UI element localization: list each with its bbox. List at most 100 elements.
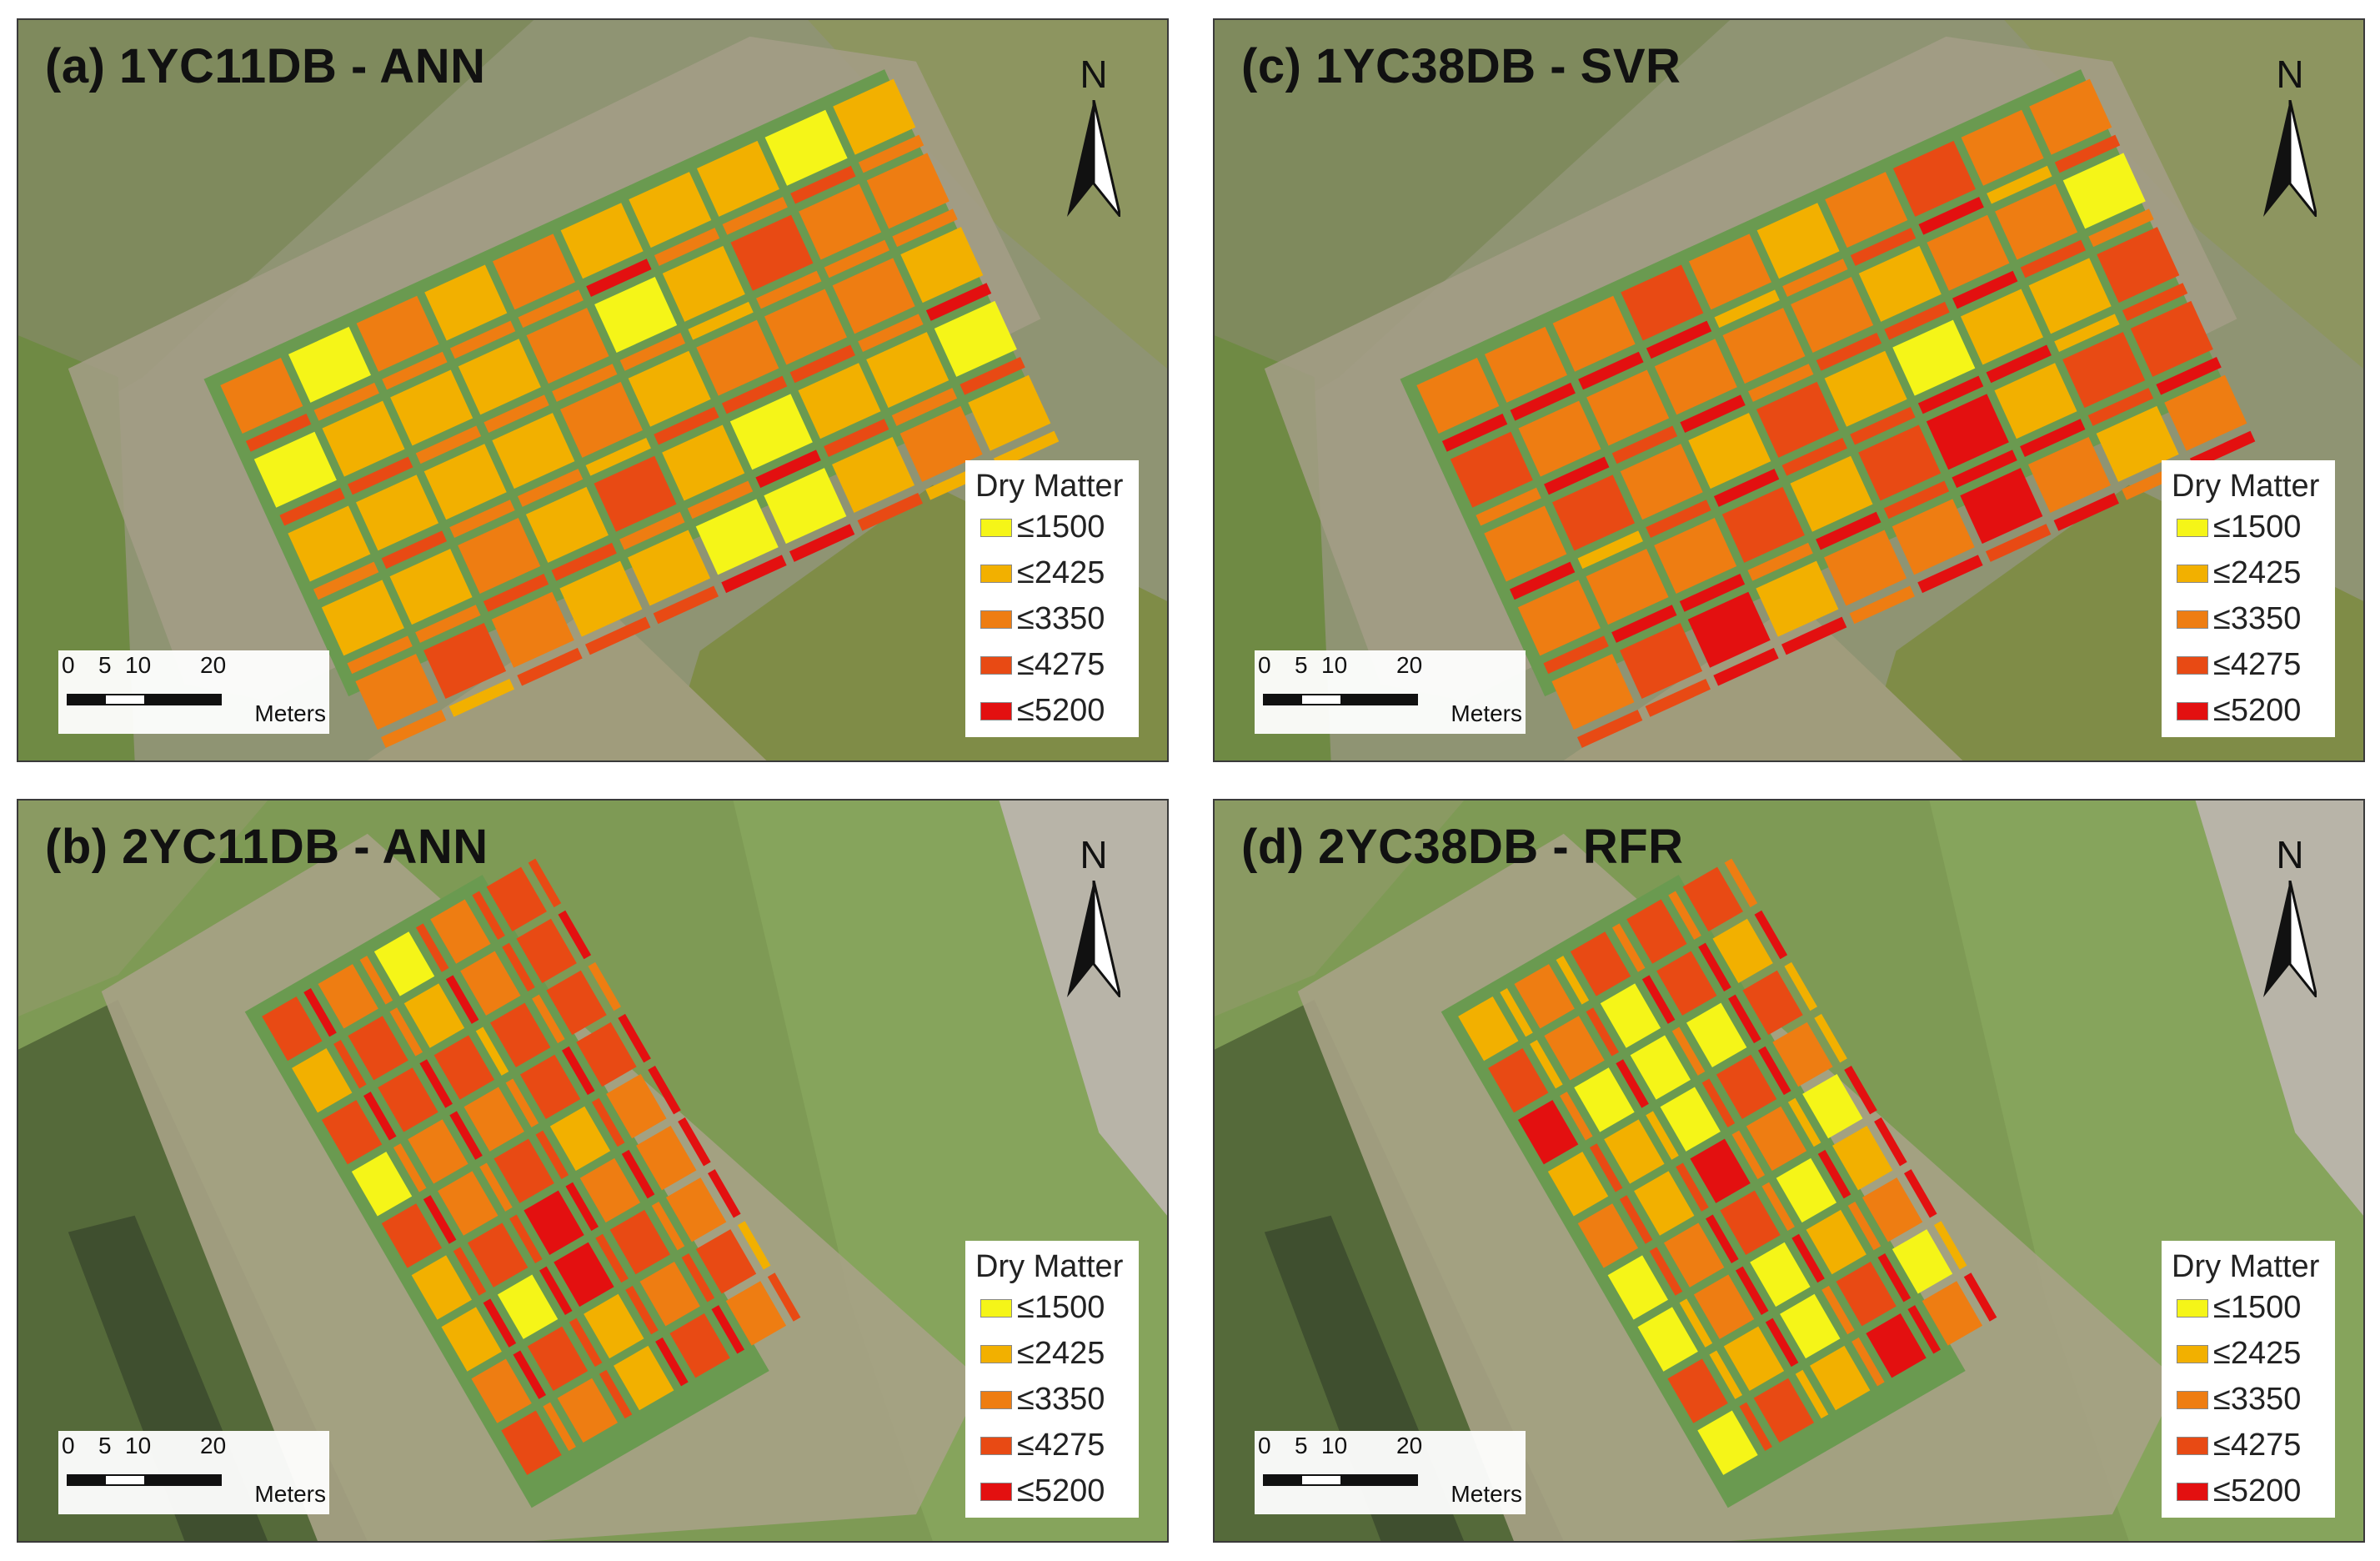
plot-strip bbox=[588, 961, 621, 1011]
plot-strip bbox=[279, 487, 345, 526]
plot-cell bbox=[1891, 1229, 1953, 1294]
plot-strip bbox=[824, 239, 890, 279]
plot-strip bbox=[737, 1221, 771, 1270]
plot-cell bbox=[832, 258, 915, 334]
plot-strip bbox=[245, 414, 312, 452]
plot-strip bbox=[1530, 1040, 1563, 1089]
plot-cell bbox=[594, 277, 678, 354]
scale-tick: 10 bbox=[125, 1433, 152, 1458]
plot-cell bbox=[1667, 1358, 1728, 1423]
plot-cell bbox=[424, 264, 508, 341]
plot-strip bbox=[380, 710, 447, 748]
plot-strip bbox=[1918, 196, 1984, 235]
plot-strip bbox=[618, 1013, 651, 1063]
plot-strip bbox=[892, 208, 958, 248]
plot-cell bbox=[1600, 983, 1661, 1048]
plot-cell bbox=[321, 1100, 383, 1165]
plot-strip bbox=[1441, 414, 1508, 452]
plot-cell bbox=[2097, 227, 2180, 304]
plot-strip bbox=[382, 351, 448, 390]
plot-cell bbox=[559, 381, 644, 458]
north-arrow: N bbox=[2248, 832, 2332, 999]
plot-cell bbox=[288, 326, 372, 403]
plot-strip bbox=[993, 430, 1060, 469]
plot-cell bbox=[696, 140, 779, 217]
plot-cell bbox=[2028, 437, 2112, 514]
plot-cell bbox=[1926, 394, 2009, 470]
plot-strip bbox=[453, 1247, 487, 1296]
plot-strip bbox=[1816, 511, 1881, 550]
plot-cell bbox=[2164, 374, 2247, 451]
plot-strip bbox=[1646, 320, 1712, 359]
legend-title: Dry Matter bbox=[2172, 1249, 2320, 1284]
plot-strip bbox=[1543, 635, 1609, 675]
plot-strip bbox=[1754, 910, 1788, 960]
plot-strip bbox=[1781, 437, 1847, 476]
plot-cell bbox=[1688, 413, 1771, 489]
plot-strip bbox=[721, 555, 787, 594]
plot-cell bbox=[1780, 1293, 1841, 1359]
plot-strip bbox=[891, 388, 958, 426]
plot-cell bbox=[321, 580, 404, 656]
plot-cell bbox=[1551, 654, 1635, 730]
legend-item: ≤4275 bbox=[972, 642, 1132, 688]
plot-strip bbox=[1701, 1078, 1736, 1127]
plot-cell bbox=[1682, 866, 1743, 931]
plot-cell bbox=[1866, 1313, 1927, 1378]
plot-strip bbox=[1616, 1059, 1649, 1108]
legend: Dry Matter ≤1500 ≤2425 ≤3350 ≤4275 ≤5200 bbox=[965, 460, 1139, 737]
plot-cell bbox=[833, 78, 916, 155]
plot-strip bbox=[415, 605, 481, 643]
plot-cell bbox=[1634, 1171, 1695, 1236]
panel-title: (b) 2YC11DB - ANN bbox=[45, 820, 489, 874]
scale-tick: 0 bbox=[62, 652, 75, 678]
plot-cell bbox=[764, 289, 848, 365]
plot-strip bbox=[1679, 574, 1746, 612]
plot-cell bbox=[1960, 289, 2044, 365]
plot-strip bbox=[651, 1201, 685, 1251]
plot-strip bbox=[654, 228, 720, 266]
plot-strip bbox=[2053, 493, 2119, 531]
scale-tick: 5 bbox=[98, 652, 112, 678]
plot-cell bbox=[900, 227, 984, 304]
plot-cell bbox=[1690, 1138, 1751, 1203]
plot-cell bbox=[1756, 203, 1840, 279]
plot-cell bbox=[318, 964, 378, 1029]
plot-cell bbox=[253, 431, 337, 508]
plot-cell bbox=[729, 394, 813, 470]
plot-cell bbox=[1660, 1087, 1721, 1152]
plot-strip bbox=[654, 406, 719, 445]
scale-bar-graphic bbox=[67, 694, 222, 705]
plot-cell bbox=[1693, 1274, 1755, 1339]
plot-cell bbox=[288, 505, 371, 582]
plot-cell bbox=[1927, 214, 2010, 291]
plot-cell bbox=[1484, 505, 1567, 582]
plot-strip bbox=[687, 480, 754, 519]
plot-strip bbox=[584, 616, 651, 655]
plot-strip bbox=[1649, 1247, 1683, 1296]
plot-strip bbox=[552, 364, 618, 402]
plot-cell bbox=[1626, 899, 1687, 964]
plot-strip bbox=[528, 858, 562, 908]
plot-strip bbox=[543, 1402, 576, 1452]
plot-cell bbox=[557, 1378, 619, 1443]
plot-strip bbox=[858, 134, 924, 173]
plot-cell bbox=[1720, 1190, 1781, 1256]
plot-cell bbox=[866, 332, 949, 409]
plot-cell bbox=[1861, 1177, 1923, 1242]
plot-cell bbox=[628, 350, 711, 427]
plot-strip bbox=[708, 1169, 741, 1218]
plot-cell bbox=[1742, 970, 1803, 1036]
scale-bar-graphic bbox=[67, 1474, 222, 1486]
plot-strip bbox=[532, 994, 565, 1044]
legend-item: ≤2425 bbox=[972, 550, 1132, 596]
plot-cell bbox=[430, 899, 491, 964]
plot-cell bbox=[389, 549, 473, 625]
legend-item: ≤3350 bbox=[972, 596, 1132, 642]
plot-strip bbox=[1544, 456, 1610, 495]
plot-strip bbox=[1735, 1266, 1769, 1316]
plot-strip bbox=[1713, 647, 1779, 686]
plot-cell bbox=[2062, 153, 2146, 229]
plot-cell bbox=[639, 1261, 700, 1327]
plot-strip bbox=[678, 1117, 711, 1167]
